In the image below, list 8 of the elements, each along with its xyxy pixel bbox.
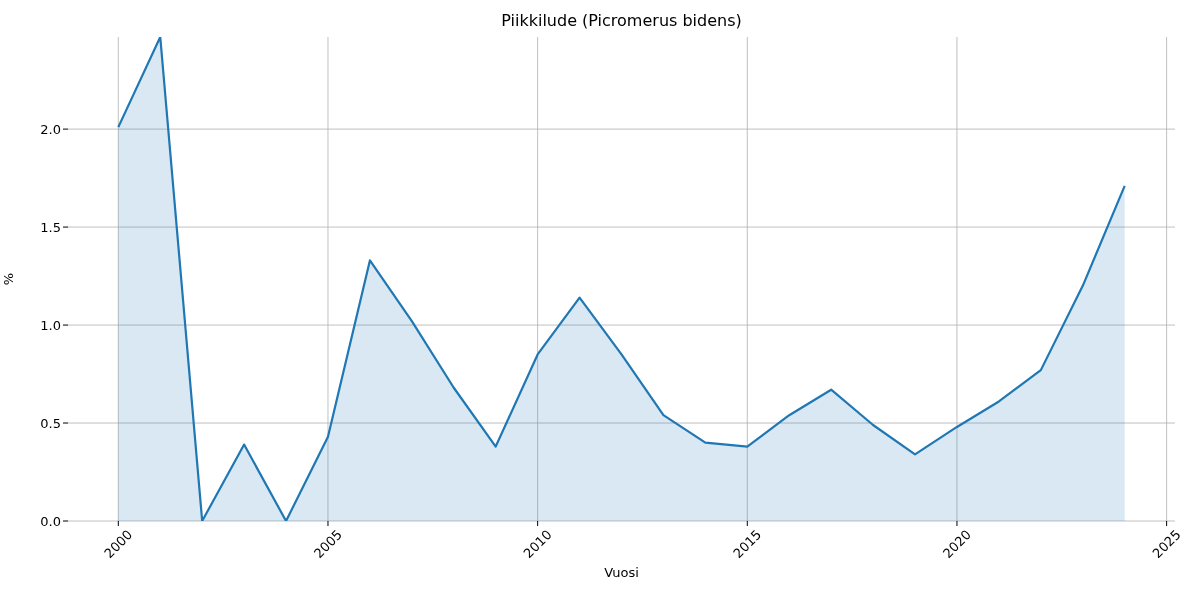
y-axis-title: % [0,272,16,286]
y-tick-label: 1.5 [40,219,61,235]
y-tick-label: 2.0 [40,121,61,137]
y-tick-label: 0.5 [40,415,61,431]
x-axis-title: Vuosi [604,565,639,580]
chart-title: Piikkilude (Picromerus bidens) [500,11,743,30]
y-tick-label: 1.0 [40,317,61,333]
y-tick-label: 0.0 [40,513,61,529]
